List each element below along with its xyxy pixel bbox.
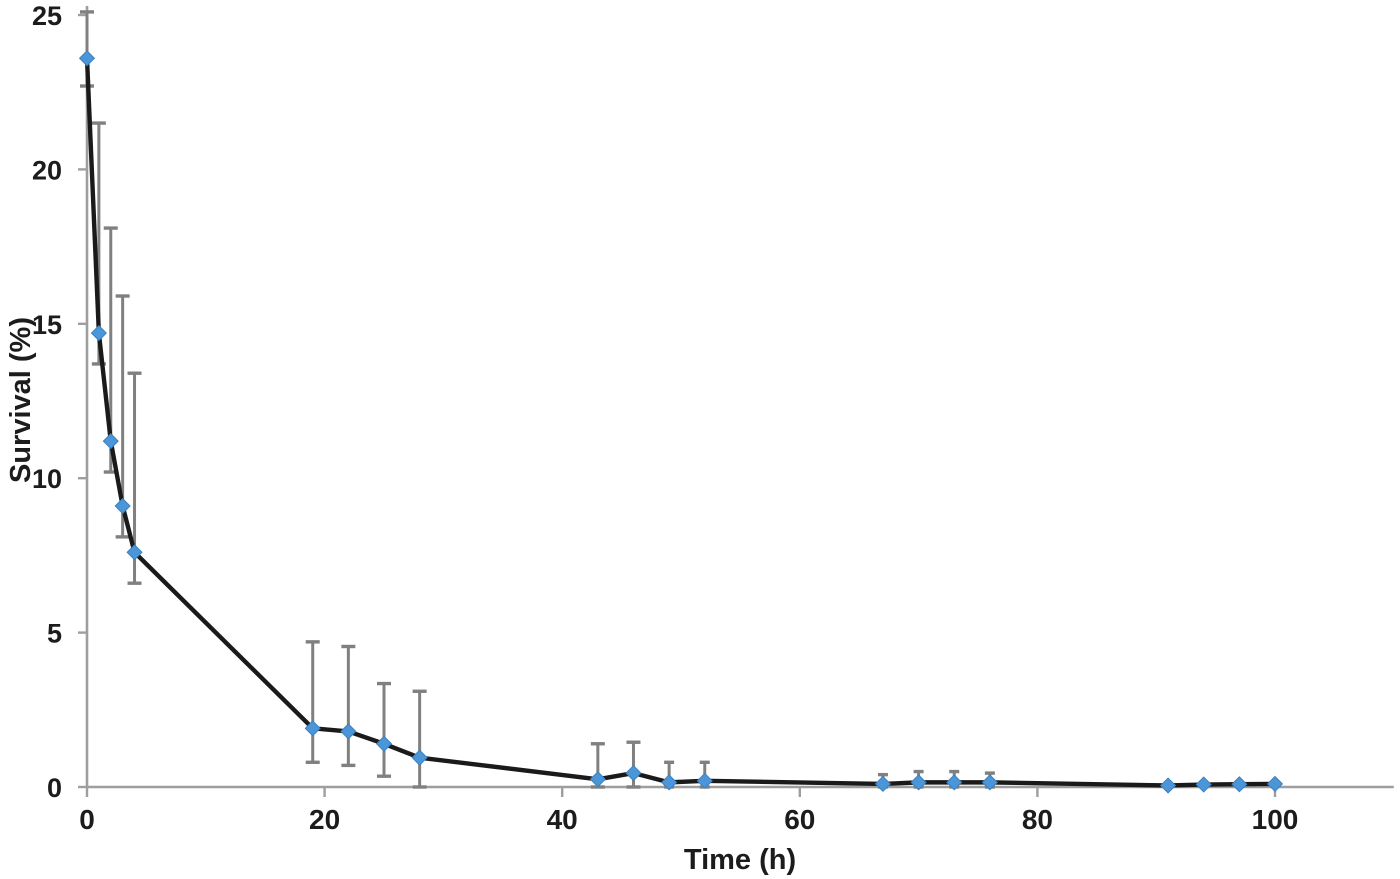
data-point-marker: [910, 774, 927, 791]
axes-layer: [78, 6, 1394, 797]
x-tick-label: 80: [1022, 804, 1053, 835]
markers-layer: [78, 50, 1284, 794]
x-axis-title: Time (h): [684, 844, 796, 876]
x-tick-label: 40: [547, 804, 578, 835]
data-point-marker: [981, 774, 998, 791]
data-point-marker: [114, 497, 131, 515]
data-point-marker: [1195, 776, 1212, 793]
y-tick-label: 10: [32, 464, 62, 494]
data-point-marker: [126, 544, 143, 561]
data-point-marker: [411, 749, 428, 766]
y-tick-label: 0: [47, 773, 62, 803]
data-point-marker: [1266, 775, 1284, 793]
x-tick-label: 60: [784, 804, 815, 835]
data-point-marker: [375, 735, 393, 752]
data-point-marker: [589, 771, 606, 788]
x-tick-label: 20: [309, 804, 340, 835]
data-point-marker: [625, 764, 642, 782]
data-point-marker: [1159, 777, 1177, 794]
data-point-marker: [90, 324, 107, 342]
y-tick-label: 25: [32, 1, 62, 31]
x-tick-label: 0: [79, 804, 95, 835]
data-point-marker: [696, 772, 713, 789]
data-point-marker: [946, 774, 963, 791]
data-point-marker: [304, 720, 321, 737]
tick-labels-layer: 0 20 40 60 80 100 0 5 10 15 20 25: [32, 1, 1298, 835]
y-axis-title: Survival (%): [5, 317, 37, 483]
y-tick-label: 5: [47, 619, 62, 649]
error-bars-layer: [80, 10, 995, 789]
data-point-marker: [874, 775, 892, 793]
data-point-marker: [340, 723, 357, 740]
data-point-marker: [102, 433, 119, 450]
y-tick-label: 15: [32, 310, 62, 340]
data-point-marker: [78, 50, 96, 67]
x-tick-label: 100: [1252, 804, 1299, 835]
data-point-marker: [1231, 776, 1248, 793]
data-point-marker: [661, 774, 678, 791]
y-tick-label: 20: [32, 155, 62, 185]
data-line: [84, 56, 1278, 788]
data-line-layer: [84, 56, 1278, 788]
